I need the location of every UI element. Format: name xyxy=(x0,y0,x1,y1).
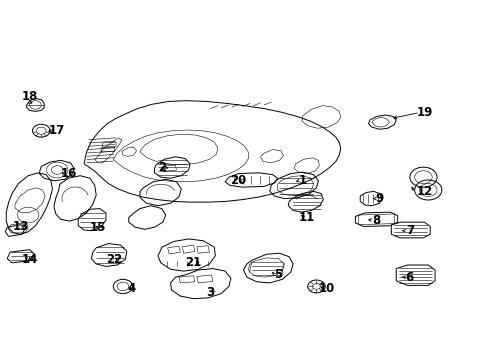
Text: 1: 1 xyxy=(298,174,306,187)
Text: 12: 12 xyxy=(415,185,432,198)
Text: 14: 14 xyxy=(21,253,38,266)
Text: 6: 6 xyxy=(405,271,413,284)
Text: 17: 17 xyxy=(49,124,65,137)
Text: 7: 7 xyxy=(405,224,413,237)
Text: 15: 15 xyxy=(89,221,105,234)
Text: 9: 9 xyxy=(375,192,383,205)
Text: 21: 21 xyxy=(185,256,201,269)
Text: 18: 18 xyxy=(21,90,38,103)
Text: 2: 2 xyxy=(158,161,165,174)
Text: 3: 3 xyxy=(206,286,214,299)
Text: 4: 4 xyxy=(127,283,136,296)
Text: 11: 11 xyxy=(298,211,314,224)
Text: 8: 8 xyxy=(372,213,380,226)
Text: 16: 16 xyxy=(60,167,77,180)
Text: 13: 13 xyxy=(13,220,29,233)
Text: 10: 10 xyxy=(318,283,335,296)
Text: 5: 5 xyxy=(274,268,282,281)
Text: 19: 19 xyxy=(415,106,432,120)
Text: 22: 22 xyxy=(106,253,122,266)
Text: 20: 20 xyxy=(230,174,246,187)
